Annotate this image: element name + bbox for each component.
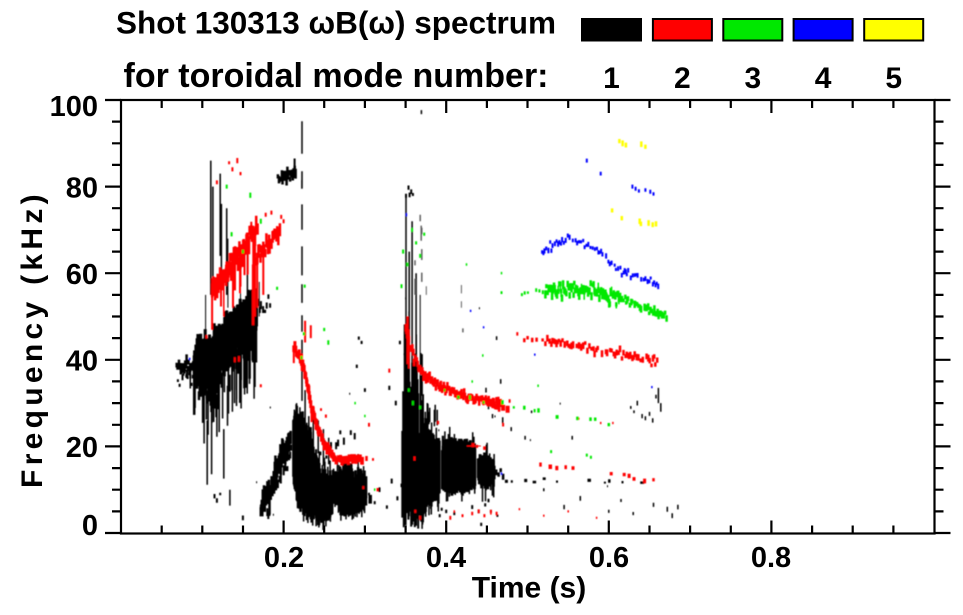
svg-text:80: 80 (66, 173, 98, 205)
svg-text:3: 3 (744, 62, 761, 95)
svg-text:0.2: 0.2 (264, 542, 304, 574)
svg-text:5: 5 (885, 62, 902, 95)
svg-text:100: 100 (50, 91, 98, 123)
svg-text:0: 0 (82, 510, 98, 542)
svg-text:20: 20 (66, 432, 98, 464)
svg-text:for toroidal mode number:: for toroidal mode number: (124, 57, 549, 95)
svg-text:2: 2 (674, 62, 691, 95)
svg-text:60: 60 (66, 259, 98, 291)
svg-text:0.6: 0.6 (589, 542, 629, 574)
svg-text:0.4: 0.4 (426, 542, 466, 574)
svg-text:1: 1 (603, 62, 620, 95)
svg-text:Time (s): Time (s) (472, 572, 586, 605)
svg-text:0.8: 0.8 (751, 542, 791, 574)
svg-text:Shot 130313 ωB(ω) spectrum: Shot 130313 ωB(ω) spectrum (116, 5, 556, 41)
svg-text:Frequency (kHz): Frequency (kHz) (16, 190, 49, 488)
svg-text:4: 4 (815, 62, 832, 95)
svg-text:40: 40 (66, 346, 98, 378)
